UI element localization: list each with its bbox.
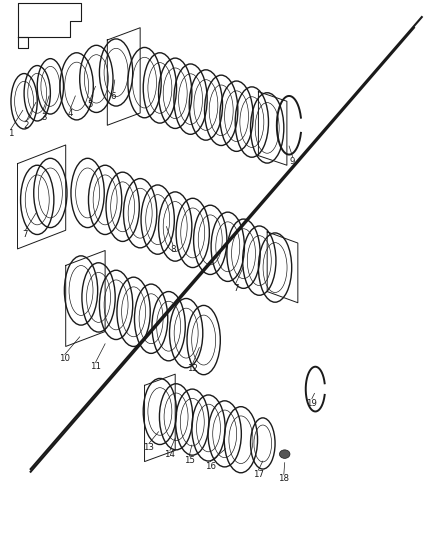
Text: 2: 2 xyxy=(24,121,29,130)
Text: 7: 7 xyxy=(233,284,238,293)
Text: 6: 6 xyxy=(110,92,116,101)
Text: 10: 10 xyxy=(59,354,71,364)
Text: 15: 15 xyxy=(184,456,195,465)
Ellipse shape xyxy=(279,450,290,458)
Text: 9: 9 xyxy=(290,157,295,166)
Text: 11: 11 xyxy=(90,362,101,372)
Text: 19: 19 xyxy=(307,399,317,408)
Text: 12: 12 xyxy=(187,364,198,373)
Text: 8: 8 xyxy=(170,245,176,254)
Text: 5: 5 xyxy=(87,100,92,109)
Text: 18: 18 xyxy=(278,474,290,483)
Text: 17: 17 xyxy=(253,470,264,479)
Text: 7: 7 xyxy=(23,230,28,239)
Text: 3: 3 xyxy=(41,113,46,122)
Text: 1: 1 xyxy=(8,129,14,138)
Text: 14: 14 xyxy=(164,450,176,459)
Text: 13: 13 xyxy=(143,443,155,453)
Text: 16: 16 xyxy=(205,462,216,471)
Text: 4: 4 xyxy=(67,109,73,118)
